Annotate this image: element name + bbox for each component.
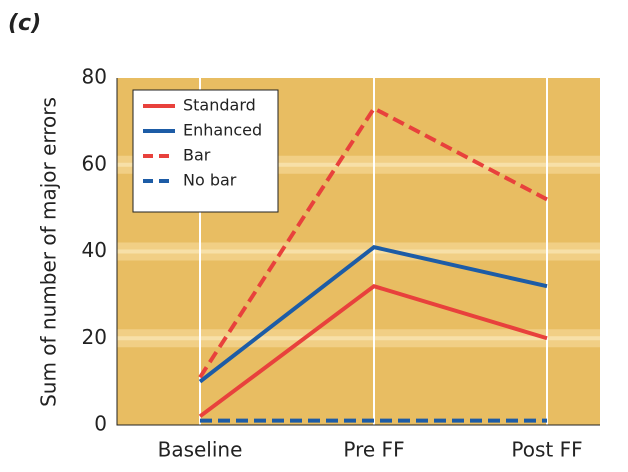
legend-label: No bar (183, 171, 237, 190)
y-tick-label: 60 (82, 151, 107, 175)
x-tick-label: Post FF (511, 438, 582, 462)
legend-box (132, 89, 279, 213)
legend-label: Enhanced (183, 121, 262, 140)
y-axis-label: Sum of number of major errors (37, 97, 61, 407)
y-tick-label: 0 (94, 412, 107, 436)
series-line (198, 245, 548, 384)
y-tick-label: 80 (82, 65, 107, 89)
x-tick-label: Pre FF (343, 438, 404, 462)
y-tick-label: 40 (82, 238, 107, 262)
x-tick-label: Baseline (158, 438, 243, 462)
series-line (198, 105, 548, 379)
y-tick-label: 20 (82, 325, 107, 349)
axes (116, 78, 600, 426)
series-line (198, 283, 548, 418)
legend-label: Bar (183, 146, 211, 165)
legend-label: Standard (183, 96, 256, 115)
chart-title: (c) (8, 11, 41, 36)
